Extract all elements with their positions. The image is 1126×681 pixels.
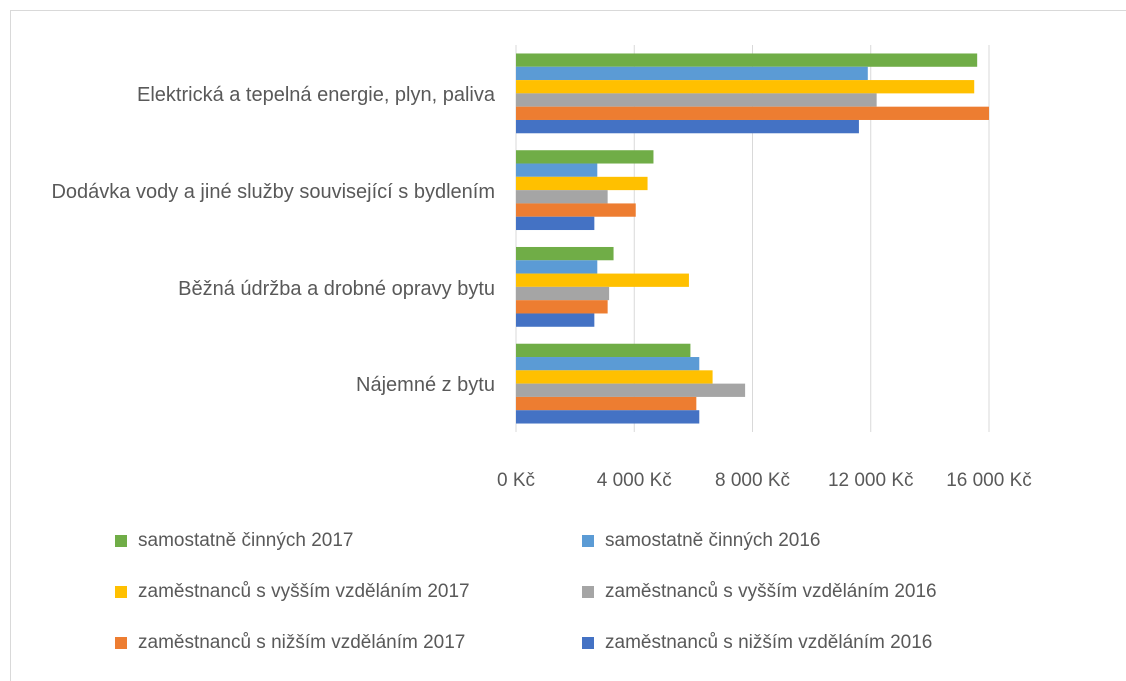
bar [516, 119, 859, 134]
bar [516, 246, 614, 261]
bar [516, 273, 689, 287]
legend-label: zaměstnanců s nižším vzděláním 2016 [605, 632, 932, 653]
bar [516, 53, 978, 67]
y-tick-label: Běžná údržba a drobné opravy bytu [178, 277, 495, 300]
bar [516, 370, 713, 384]
legend-label: samostatně činných 2016 [605, 530, 820, 551]
bar [516, 163, 598, 177]
bar [516, 383, 746, 397]
bar [516, 66, 868, 81]
legend-swatch [115, 535, 127, 547]
x-tick-label: 8 000 Kč [715, 470, 790, 491]
x-tick-label: 4 000 Kč [597, 470, 672, 491]
category-label-box: Běžná údržba a drobné opravy bytu [20, 239, 495, 339]
category-label-box: Elektrická a tepelná energie, plyn, pali… [20, 45, 495, 145]
x-tick-label: 0 Kč [497, 470, 535, 491]
category-label-box: Nájemné z bytu [20, 335, 495, 435]
legend-swatch [582, 586, 594, 598]
bar [516, 106, 989, 120]
bar [516, 93, 877, 107]
y-tick-label: Dodávka vody a jiné služby související s… [51, 180, 495, 203]
bar [516, 357, 700, 371]
bar [516, 150, 654, 164]
bar [516, 216, 595, 231]
bar [516, 343, 691, 358]
bar [516, 286, 610, 301]
bar [516, 300, 608, 314]
chart-border [10, 10, 1126, 681]
bar [516, 313, 595, 327]
bar [516, 176, 648, 191]
bar [516, 260, 598, 274]
legend-swatch [582, 535, 594, 547]
legend-label: zaměstnanců s vyšším vzděláním 2016 [605, 581, 937, 602]
bar [516, 410, 700, 424]
legend-label: samostatně činných 2017 [138, 530, 353, 551]
legend-label: zaměstnanců s nižším vzděláním 2017 [138, 632, 465, 653]
legend-swatch [115, 586, 127, 598]
x-tick-label: 12 000 Kč [828, 470, 914, 491]
category-label-box: Dodávka vody a jiné služby související s… [20, 142, 495, 242]
bar [516, 80, 975, 94]
y-tick-label: Elektrická a tepelná energie, plyn, pali… [137, 84, 495, 106]
bar [516, 203, 636, 217]
legend-swatch [582, 637, 594, 649]
x-tick-label: 16 000 Kč [946, 470, 1032, 491]
legend-label: zaměstnanců s vyšším vzděláním 2017 [138, 581, 470, 602]
bar [516, 396, 697, 411]
legend-swatch [115, 637, 127, 649]
y-tick-label: Nájemné z bytu [356, 374, 495, 397]
bar [516, 190, 608, 204]
